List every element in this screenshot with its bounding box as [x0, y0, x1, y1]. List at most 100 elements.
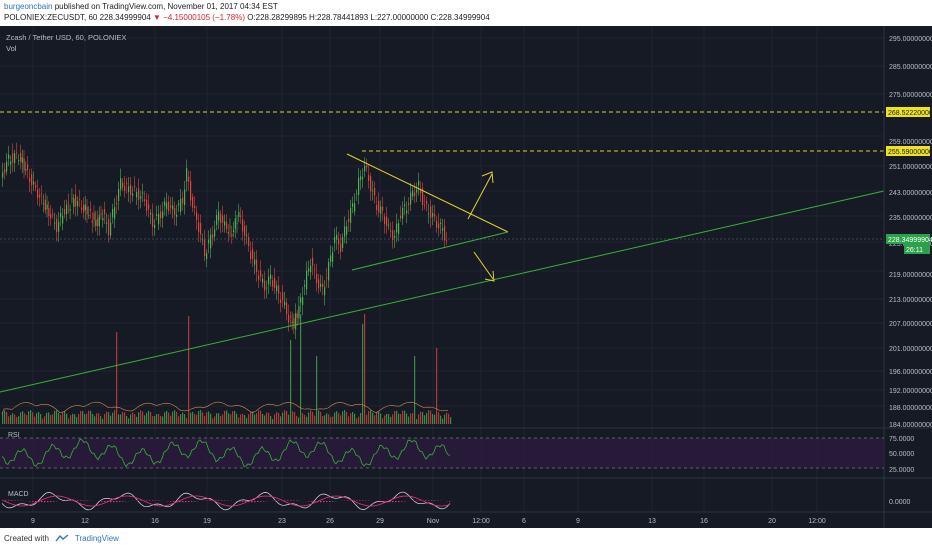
- macd-bar: [425, 499, 427, 501]
- chart-legend: Zcash / Tether USD, 60, POLONIEX Vol: [6, 32, 126, 54]
- candle-body: [354, 203, 356, 212]
- price-tag: [904, 244, 930, 254]
- time-tick-label: 29: [376, 518, 384, 525]
- macd-bar: [350, 499, 352, 501]
- candle-body: [296, 313, 298, 318]
- volume-bar: [6, 412, 8, 424]
- candle-body: [362, 177, 364, 180]
- macd-bar: [428, 499, 430, 501]
- volume-bars: [1, 314, 452, 424]
- candle-body: [166, 202, 168, 210]
- price-tag-label: 255.59000000: [888, 149, 932, 156]
- candle-body: [416, 189, 418, 193]
- candle-body: [10, 161, 12, 165]
- macd-bar: [11, 499, 13, 501]
- candle-body: [306, 270, 308, 290]
- macd-bar: [398, 501, 400, 502]
- volume-bar: [430, 410, 432, 424]
- volume-bar: [294, 412, 296, 424]
- candle-body: [93, 213, 95, 221]
- volume-bar: [100, 416, 102, 424]
- volume-bar: [112, 412, 114, 424]
- candle-body: [366, 165, 368, 168]
- macd-bar: [218, 499, 220, 501]
- volume-bar: [288, 414, 290, 424]
- volume-bar: [206, 412, 208, 424]
- volume-bar: [176, 411, 178, 424]
- tradingview-brand-link[interactable]: TradingView: [74, 534, 119, 543]
- chart-area[interactable]: 295.00000000 285.00000000 275.00000000 259.…: [0, 26, 932, 528]
- macd-bar: [179, 501, 181, 503]
- candle-body: [58, 221, 60, 232]
- candle-body: [20, 153, 22, 162]
- volume-bar: [340, 415, 342, 424]
- volume-bar: [236, 413, 238, 424]
- volume-bar: [34, 416, 36, 424]
- volume-bar: [220, 415, 222, 424]
- volume-bar: [424, 415, 426, 424]
- volume-bar: [150, 411, 152, 424]
- candle-body: [268, 276, 270, 285]
- macd-bar: [155, 500, 157, 501]
- volume-bar: [188, 316, 190, 424]
- volume-bar: [450, 417, 452, 424]
- volume-bar: [146, 412, 148, 424]
- candle-body: [73, 198, 75, 207]
- volume-bar: [274, 414, 276, 424]
- candle-body: [414, 192, 416, 196]
- volume-bar: [322, 415, 324, 424]
- macd-bar: [449, 501, 451, 502]
- volume-bar: [166, 410, 168, 424]
- candle-body: [231, 233, 233, 237]
- candle-body: [216, 215, 218, 225]
- macd-bar: [83, 499, 85, 501]
- macd-bar: [224, 500, 226, 501]
- time-tick-label: 13: [648, 518, 656, 525]
- macd-bar: [344, 500, 346, 501]
- volume-bar: [94, 416, 96, 424]
- volume-bar: [194, 414, 196, 424]
- candle-body: [176, 214, 178, 217]
- candle-body: [376, 205, 378, 210]
- volume-bar: [92, 413, 94, 424]
- macd-bar: [137, 500, 139, 501]
- macd-bar: [365, 500, 367, 501]
- candle-body: [372, 190, 374, 192]
- volume-bar: [276, 412, 278, 424]
- macd-bar: [74, 499, 76, 501]
- volume-bar: [248, 414, 250, 424]
- candle-body: [436, 221, 438, 228]
- volume-bar: [142, 411, 144, 424]
- volume-bar: [282, 412, 284, 424]
- macd-signal-line: [1, 495, 451, 507]
- triangle-lower-line: [351, 231, 509, 271]
- volume-bar: [204, 415, 206, 424]
- author-link[interactable]: burgeoncbain: [4, 2, 53, 11]
- candle-body: [432, 213, 434, 217]
- candle-body: [75, 194, 77, 207]
- macd-axis: 0.0000: [889, 499, 911, 506]
- candle-body: [79, 199, 81, 201]
- macd-bar: [254, 501, 256, 503]
- volume-bar: [324, 415, 326, 424]
- macd-bar: [290, 499, 292, 501]
- candle-body: [150, 212, 152, 215]
- candle-body: [426, 201, 428, 204]
- candle-body: [291, 321, 293, 323]
- candle-body: [348, 218, 350, 222]
- volume-bar: [106, 411, 108, 424]
- rsi-tick-label: 75.0000: [889, 436, 914, 443]
- volume-bar: [48, 412, 50, 424]
- macd-bar: [158, 500, 160, 501]
- macd-bar: [275, 500, 277, 501]
- candle-body: [276, 285, 278, 292]
- candle-body: [256, 259, 258, 272]
- candle-body: [330, 255, 332, 262]
- chart-canvas[interactable]: 295.00000000 285.00000000 275.00000000 259.…: [0, 26, 932, 528]
- candle-body: [112, 208, 114, 218]
- volume-bar: [372, 412, 374, 424]
- candle-body: [260, 270, 262, 277]
- volume-bar: [16, 417, 18, 424]
- price-tick-label: 184.00000000: [889, 422, 932, 429]
- volume-bar: [196, 414, 198, 424]
